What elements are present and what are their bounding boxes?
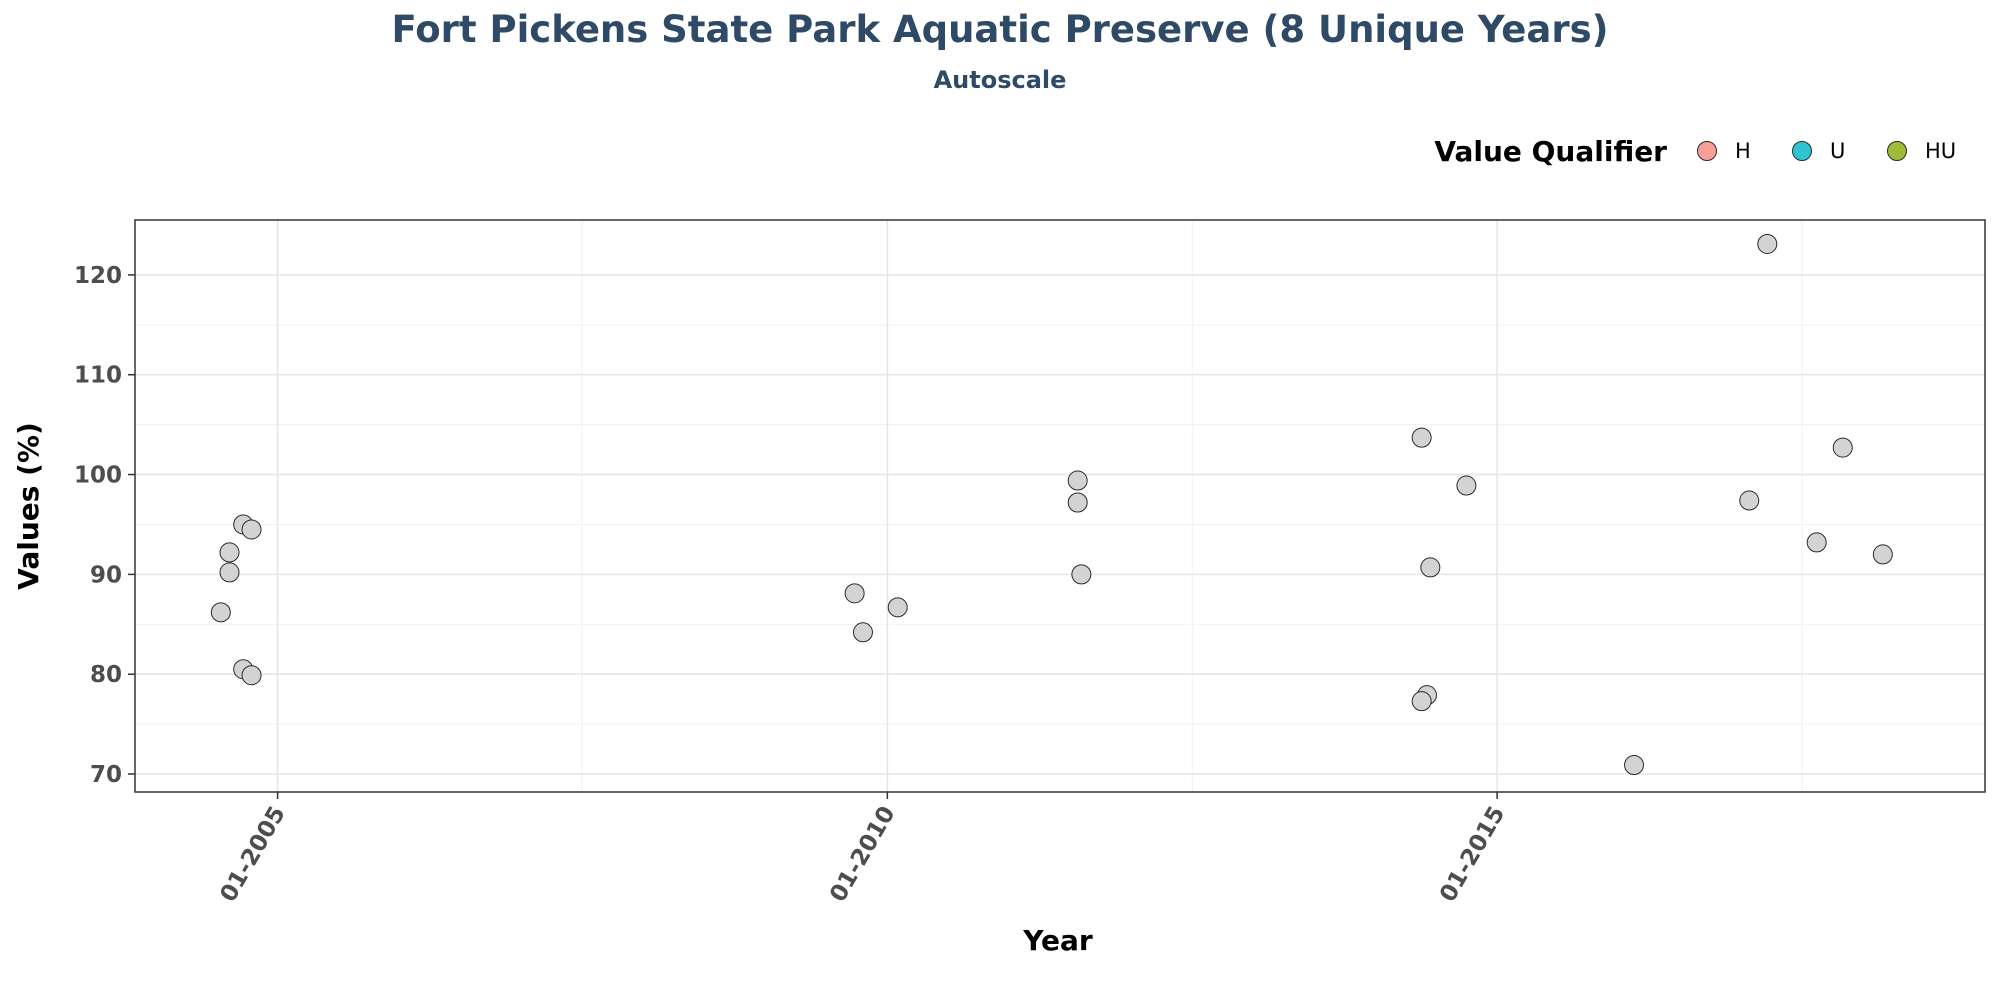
x-tick-label: 01-2005: [215, 802, 290, 906]
legend-label: U: [1830, 139, 1845, 163]
x-tick-label: 01-2015: [1435, 802, 1510, 906]
legend-key: [1697, 141, 1717, 161]
data-point: [844, 583, 865, 604]
legend-key: [1887, 141, 1907, 161]
data-point: [1067, 470, 1088, 491]
minor-gridlines: [135, 220, 1985, 792]
data-point: [219, 542, 240, 563]
data-point: [1411, 691, 1432, 712]
y-tick-label: 80: [90, 662, 122, 688]
data-point: [1420, 557, 1441, 578]
x-axis-title: Year: [1022, 924, 1093, 957]
legend-title: Value Qualifier: [1434, 135, 1667, 168]
chart-title: Fort Pickens State Park Aquatic Preserve…: [391, 8, 1609, 51]
data-point: [1739, 490, 1760, 511]
data-point: [241, 665, 262, 686]
y-axis-title: Values (%): [12, 422, 45, 590]
legend-label: HU: [1925, 139, 1956, 163]
legend-key: [1792, 141, 1812, 161]
y-tick-label: 90: [90, 562, 122, 588]
data-point: [887, 597, 908, 618]
data-points: [210, 233, 1893, 776]
data-point: [1872, 544, 1893, 565]
x-tick-label: 01-2010: [825, 802, 900, 906]
data-point: [1456, 475, 1477, 496]
data-point: [210, 602, 231, 623]
legend-label: H: [1735, 139, 1751, 163]
chart-subtitle: Autoscale: [933, 66, 1067, 94]
legend: Value Qualifier H U HU: [1434, 135, 1956, 168]
data-point: [1071, 564, 1092, 585]
data-point: [852, 622, 873, 643]
data-point: [219, 562, 240, 583]
data-point: [1757, 233, 1778, 254]
data-point: [1832, 437, 1853, 458]
major-gridlines: [135, 220, 1985, 792]
data-point: [1067, 492, 1088, 513]
data-point: [241, 519, 262, 540]
data-point: [1411, 427, 1432, 448]
plot-panel-border: [134, 219, 1986, 793]
x-axis: 01-2005 01-2010 01-2015: [215, 792, 1510, 906]
y-tick-label: 100: [74, 463, 122, 489]
y-axis: 70 80 90 100 110 120: [74, 263, 135, 788]
y-tick-label: 120: [74, 263, 122, 289]
data-point: [1806, 532, 1827, 553]
y-tick-label: 70: [90, 762, 122, 788]
y-tick-label: 110: [74, 363, 122, 389]
data-point: [1624, 755, 1645, 776]
